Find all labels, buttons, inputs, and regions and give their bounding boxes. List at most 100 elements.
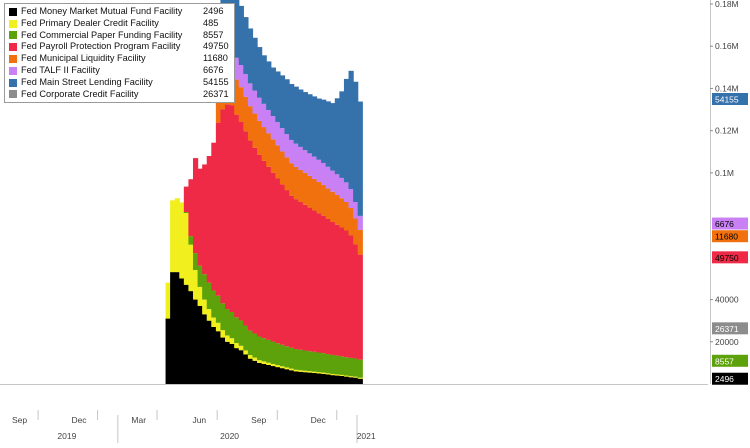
bar-segment: [247, 83, 254, 107]
y-tick-label: 40000: [715, 295, 739, 305]
bar-segment: [266, 365, 272, 384]
bar-segment: [302, 370, 308, 373]
bar-segment: [211, 290, 217, 318]
end-value-label: 49750: [715, 253, 739, 263]
bar-segment: [275, 365, 281, 368]
bar-segment: [202, 274, 208, 300]
bar-segment: [165, 318, 171, 384]
bar-segment: [316, 98, 322, 160]
bar-segment: [197, 305, 203, 384]
end-value-label: 8557: [715, 356, 734, 366]
bar-segment: [307, 372, 313, 384]
bar-segment: [247, 358, 254, 384]
bar-segment: [206, 156, 212, 283]
bar-segment: [343, 78, 350, 183]
bar-segment: [357, 377, 363, 379]
bar-segment: [289, 195, 295, 348]
bar-segment: [238, 350, 244, 384]
legend-series-value: 8557: [203, 29, 224, 40]
bar-segment: [339, 198, 345, 228]
bar-segment: [234, 114, 240, 318]
bar-segment: [334, 224, 340, 356]
bar-segment: [247, 140, 254, 331]
bar-segment: [266, 339, 272, 363]
bar-segment: [325, 101, 331, 167]
x-tick-label: Jun: [192, 415, 206, 425]
bar-segment: [275, 178, 281, 344]
bar-segment: [353, 358, 359, 377]
bar-segment: [298, 169, 304, 203]
bar-segment: [334, 375, 340, 384]
bar-segment: [353, 244, 359, 359]
bar-segment: [321, 215, 327, 354]
legend-series-value: 6676: [203, 64, 224, 75]
bar-segment: [197, 286, 203, 306]
y-tick-label: 20000: [715, 337, 739, 347]
bar-segment: [279, 184, 286, 345]
bar-segment: [229, 105, 235, 313]
bar-segment: [170, 200, 176, 273]
bar-segment: [275, 122, 281, 146]
legend-series-value: 2496: [203, 6, 224, 16]
bar-segment: [298, 370, 304, 372]
end-value-tag: [712, 372, 748, 385]
bar-segment: [348, 189, 354, 209]
legend-swatch: [9, 31, 17, 40]
bar-segment: [225, 104, 231, 310]
bar-segment: [307, 153, 313, 176]
legend-series-name: Fed Payroll Protection Program Facility: [21, 41, 181, 52]
bar-segment: [325, 218, 331, 355]
bar-segment: [348, 208, 354, 236]
legend-series-value: 54155: [203, 76, 229, 87]
bar-segment: [311, 373, 318, 384]
bar-segment: [307, 371, 313, 373]
bar-segment: [302, 92, 308, 151]
year-label: 2020: [220, 431, 239, 441]
end-value-tag: [712, 354, 748, 367]
bar-segment: [348, 376, 354, 378]
bar-segment: [325, 166, 331, 189]
bar-segment: [247, 355, 254, 359]
bar-segment: [321, 99, 327, 163]
bar-segment: [266, 133, 272, 167]
bar-segment: [252, 357, 258, 361]
bar-segment: [325, 373, 331, 375]
bar-segment: [289, 347, 295, 369]
bar-segment: [234, 343, 240, 349]
bar-segment: [357, 359, 363, 378]
bar-segment: [188, 236, 194, 245]
bar-segment: [293, 166, 299, 200]
bar-segment: [353, 376, 359, 378]
bar-segment: [275, 343, 281, 366]
bar-segment: [302, 372, 308, 384]
bar-segment: [357, 254, 363, 360]
bar-segment: [339, 177, 345, 199]
legend-item: Fed Corporate Credit Facility 26371: [9, 89, 229, 101]
bar-segment: [316, 159, 322, 182]
bar-segment: [261, 160, 267, 339]
bar-segment: [353, 218, 359, 245]
bar-segment: [289, 84, 295, 140]
bar-segment: [293, 199, 299, 350]
bar-segment: [321, 353, 327, 373]
legend-item: Fed Commercial Paper Funding Facility 855…: [9, 30, 229, 42]
bar-segment: [202, 314, 208, 384]
bar-segment: [279, 128, 286, 152]
bar-segment: [284, 369, 290, 384]
legend-series-name: Fed Primary Dealer Credit Facility: [21, 17, 159, 28]
bar-segment: [339, 91, 345, 178]
bar-segment: [316, 373, 322, 384]
bar-segment: [275, 145, 281, 179]
bar-segment: [279, 151, 286, 185]
bar-segment: [343, 230, 350, 358]
x-tick-label: Mar: [131, 415, 146, 425]
bar-segment: [334, 355, 340, 375]
end-value-label: 2496: [715, 374, 734, 384]
bar-segment: [330, 375, 336, 384]
bar-segment: [275, 71, 281, 123]
bar-segment: [174, 198, 180, 273]
bar-segment: [321, 372, 327, 374]
bar-segment: [238, 345, 244, 351]
bar-segment: [261, 363, 267, 384]
end-value-label: 26371: [715, 324, 739, 334]
